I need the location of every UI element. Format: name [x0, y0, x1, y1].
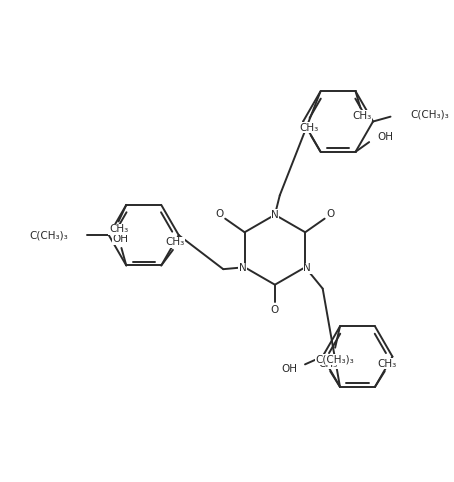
Text: OH: OH	[377, 132, 393, 142]
Text: CH₃: CH₃	[319, 359, 338, 369]
Text: N: N	[303, 263, 311, 273]
Text: C(CH₃)₃: C(CH₃)₃	[410, 110, 449, 120]
Text: N: N	[271, 210, 279, 220]
Text: CH₃: CH₃	[353, 110, 372, 120]
Text: C(CH₃)₃: C(CH₃)₃	[316, 354, 355, 364]
Text: N: N	[239, 263, 247, 273]
Text: O: O	[215, 209, 223, 219]
Text: OH: OH	[113, 234, 128, 244]
Text: OH: OH	[281, 364, 297, 374]
Text: CH₃: CH₃	[299, 122, 319, 133]
Text: CH₃: CH₃	[377, 359, 396, 369]
Text: CH₃: CH₃	[165, 237, 184, 247]
Text: O: O	[271, 305, 279, 315]
Text: C(CH₃)₃: C(CH₃)₃	[29, 230, 68, 240]
Text: O: O	[326, 209, 335, 219]
Text: CH₃: CH₃	[109, 224, 128, 234]
